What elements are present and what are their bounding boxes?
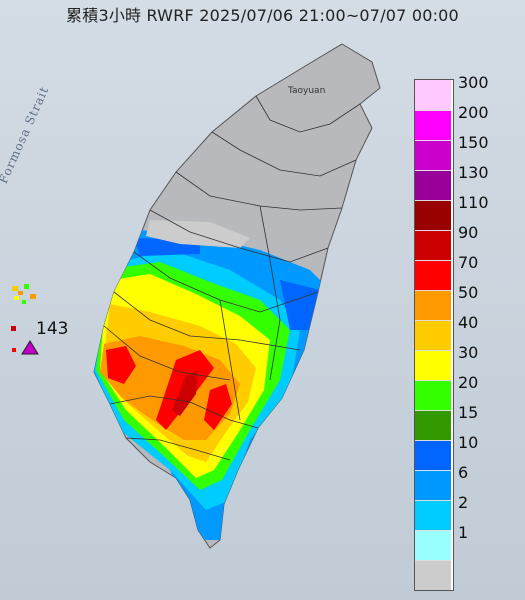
legend-swatch	[415, 170, 451, 200]
legend-label: 130	[458, 163, 489, 182]
map-title: 累積3小時 RWRF 2025/07/06 21:00~07/07 00:00	[66, 6, 459, 25]
legend-label: 200	[458, 103, 489, 122]
legend-label: 6	[458, 463, 469, 482]
legend-label: 150	[458, 133, 489, 152]
legend-label: 2	[458, 493, 469, 512]
legend-swatch	[415, 530, 451, 560]
legend-swatch	[415, 200, 451, 230]
legend-swatch	[415, 140, 451, 170]
legend-swatch	[415, 440, 451, 470]
legend-swatch	[415, 260, 451, 290]
legend-labels: 300 200 150 130 110 90 70 50 40 30 20 15 10 6 2 1	[458, 73, 520, 589]
legend-label: 90	[458, 223, 479, 242]
legend-swatch	[415, 560, 451, 590]
legend-label: 50	[458, 283, 479, 302]
legend-label: 70	[458, 253, 479, 272]
legend-label: 40	[458, 313, 479, 332]
legend-swatch	[415, 380, 451, 410]
legend-color-bar	[414, 79, 454, 591]
legend-swatch	[415, 290, 451, 320]
legend-label: 110	[458, 193, 489, 212]
max-rainfall-value: 143	[36, 319, 69, 339]
legend-swatch	[415, 110, 451, 140]
legend-swatch	[415, 350, 451, 380]
legend-label	[458, 548, 520, 578]
legend-swatch	[415, 470, 451, 500]
legend-label: 1	[458, 523, 469, 542]
legend-swatch	[415, 80, 451, 110]
legend-label: 20	[458, 373, 479, 392]
legend-swatch	[415, 410, 451, 440]
legend-label: 15	[458, 403, 479, 422]
legend-label: 30	[458, 343, 479, 362]
legend-swatch	[415, 230, 451, 260]
city-label: Taoyuan	[288, 86, 326, 96]
legend-swatch	[415, 500, 451, 530]
legend-swatch	[415, 320, 451, 350]
max-marker-icon	[21, 340, 39, 355]
legend-label: 10	[458, 433, 479, 452]
penghu-islands	[11, 284, 36, 352]
rainfall-field	[94, 220, 340, 540]
legend-label: 300	[458, 73, 489, 92]
county-borders	[103, 95, 361, 461]
